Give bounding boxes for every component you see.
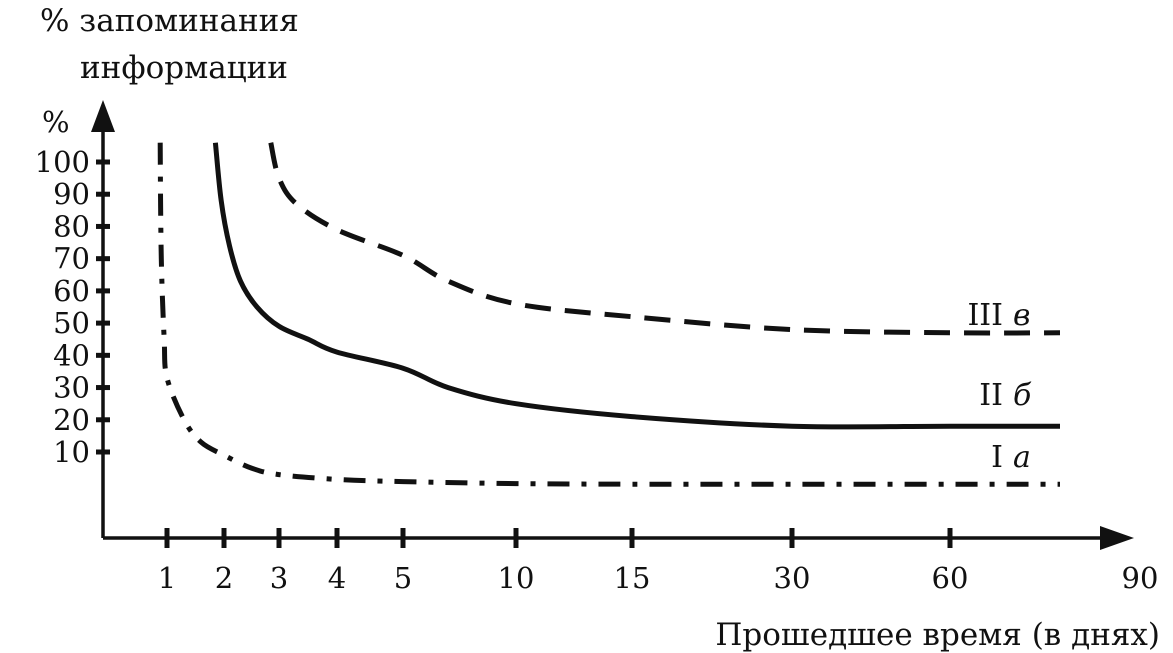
y-tick-label: 70 xyxy=(53,242,90,276)
y-axis-arrow xyxy=(91,100,115,132)
y-tick-label: 60 xyxy=(53,274,90,308)
series-label-I: I xyxy=(991,440,1003,475)
series-curves xyxy=(157,142,1061,487)
x-tick-label: 2 xyxy=(215,561,233,595)
x-axis-label: Прошедшее время (в днях) xyxy=(715,617,1160,653)
series-label-III: III xyxy=(967,298,1003,333)
x-tick-label: 5 xyxy=(394,561,412,595)
y-tick-label: 20 xyxy=(53,403,90,437)
series-curve-II xyxy=(212,142,1060,430)
x-tick-label: 30 xyxy=(774,561,811,595)
series-letter-III: в xyxy=(1013,298,1030,333)
y-tick-label: 30 xyxy=(53,371,90,405)
x-tick-label: 4 xyxy=(328,561,346,595)
x-tick-label: 1 xyxy=(158,561,176,595)
y-tick-label: 90 xyxy=(53,177,90,211)
y-tick-label: 50 xyxy=(53,306,90,340)
x-tick-label: 15 xyxy=(614,561,651,595)
chart-title-line-2: информации xyxy=(80,50,288,86)
y-axis-label: % xyxy=(42,105,70,139)
x-tick-label: 3 xyxy=(270,561,288,595)
series-label-II: II xyxy=(979,378,1003,413)
chart-title-line-1: % запоминания xyxy=(40,3,299,39)
series-curve-III xyxy=(268,142,1061,336)
y-tick-label: 100 xyxy=(35,145,90,179)
series-letter-II: б xyxy=(1013,378,1032,413)
x-axis-arrow xyxy=(1100,526,1134,550)
series-curve-I xyxy=(157,142,1060,487)
y-tick-label: 40 xyxy=(53,338,90,372)
x-tick-label: 10 xyxy=(498,561,535,595)
series-letter-I: а xyxy=(1013,440,1031,475)
y-tick-label: 80 xyxy=(53,209,90,243)
x-tick-label: 90 xyxy=(1122,561,1159,595)
y-tick-label: 10 xyxy=(53,435,90,469)
x-axis-ticks: 1 2 3 4 5 10 15 30 60 90 xyxy=(158,528,1159,595)
x-tick-label: 60 xyxy=(932,561,969,595)
